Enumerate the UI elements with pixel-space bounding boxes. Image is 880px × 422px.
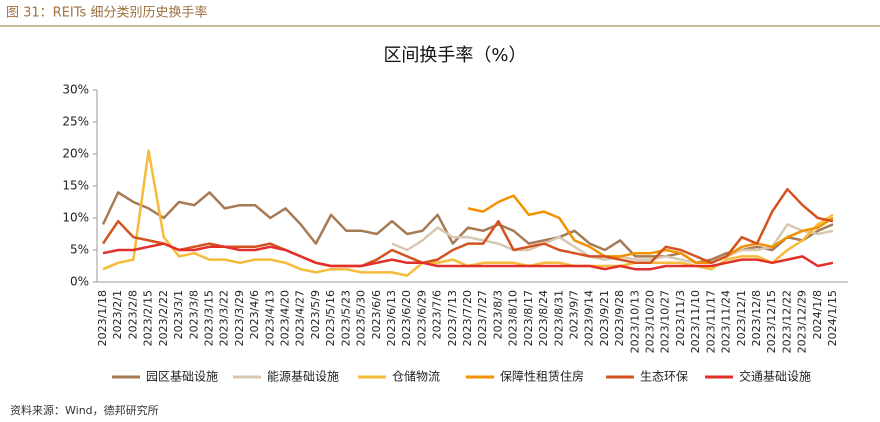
x-tick-label: 2023/3/1 (172, 290, 185, 339)
chart-title: 区间换手率（%） (383, 45, 526, 66)
x-tick-label: 2023/2/1 (111, 290, 124, 339)
x-tick-label: 2023/1/18 (96, 290, 109, 346)
x-tick-label: 2023/6/20 (400, 290, 413, 346)
series-line (101, 191, 834, 265)
figure-header: 图 31：REITs 细分类别历史换手率 (6, 5, 207, 21)
x-tick-label: 2023/5/30 (355, 290, 368, 346)
x-tick-label: 2023/7/27 (476, 290, 489, 346)
x-tick-label: 2023/9/28 (613, 290, 626, 346)
x-tick-label: 2023/10/13 (628, 290, 641, 353)
x-tick-label: 2023/5/23 (339, 290, 352, 346)
x-tick-label: 2023/3/8 (187, 290, 200, 339)
x-tick-label: 2023/2/8 (126, 290, 139, 339)
y-tick-label: 10% (62, 211, 89, 225)
x-tick-label: 2023/7/6 (431, 290, 444, 339)
x-tick-label: 2023/10/27 (659, 290, 672, 353)
x-tick-label: 2023/3/22 (218, 290, 231, 346)
x-tick-label: 2024/1/8 (811, 290, 824, 339)
x-tick-label: 2023/12/8 (750, 290, 763, 346)
series-line (102, 242, 834, 271)
x-tick-label: 2023/5/9 (309, 290, 322, 339)
x-tick-label: 2023/4/13 (263, 290, 276, 346)
x-tick-label: 2023/4/20 (279, 290, 292, 346)
y-tick-label: 0% (70, 275, 89, 289)
x-tick-label: 2024/1/15 (826, 290, 839, 346)
y-tick-label: 15% (62, 179, 89, 193)
x-tick-label: 2023/9/7 (567, 290, 580, 339)
x-tick-label: 2023/8/10 (507, 290, 520, 346)
x-tick-label: 2023/3/15 (202, 290, 215, 346)
x-tick-label: 2023/8/31 (552, 290, 565, 346)
x-tick-label: 2023/2/15 (142, 290, 155, 346)
x-tick-label: 2023/11/17 (704, 290, 717, 353)
x-tick-label: 2023/12/29 (796, 290, 809, 353)
x-tick-label: 2023/8/17 (522, 290, 535, 346)
x-tick-label: 2023/6/6 (370, 290, 383, 339)
y-tick-label: 25% (62, 115, 89, 129)
x-tick-label: 2023/9/21 (598, 290, 611, 346)
legend-label: 仓储物流 (392, 369, 440, 384)
legend-label: 园区基础设施 (146, 370, 218, 384)
x-tick-label: 2023/12/15 (765, 290, 778, 353)
x-tick-label: 2023/7/13 (446, 290, 459, 346)
y-tick-label: 5% (70, 243, 89, 257)
legend-label: 交通基础设施 (739, 369, 811, 384)
x-tick-label: 2023/10/20 (644, 290, 657, 353)
x-tick-label: 2023/11/3 (674, 290, 687, 346)
x-tick-label: 2023/6/13 (385, 290, 398, 346)
x-tick-label: 2023/4/27 (294, 290, 307, 346)
series-line (467, 194, 834, 265)
source-note: 资料来源：Wind，德邦研究所 (10, 403, 159, 417)
legend-label: 保障性租赁住房 (500, 369, 584, 384)
legend-label: 能源基础设施 (267, 370, 339, 384)
x-tick-label: 2023/11/24 (720, 290, 733, 353)
x-tick-label: 2023/8/3 (491, 290, 504, 339)
x-tick-label: 2023/11/10 (689, 290, 702, 353)
x-tick-label: 2023/12/1 (735, 290, 748, 346)
y-tick-label: 20% (62, 147, 89, 161)
x-tick-label: 2023/5/16 (324, 290, 337, 346)
x-tick-label: 2023/3/29 (233, 290, 246, 346)
y-tick-label: 30% (62, 83, 89, 97)
legend-label: 生态环保 (640, 370, 688, 384)
x-tick-label: 2023/4/6 (248, 290, 261, 339)
x-tick-label: 2023/12/22 (780, 290, 793, 353)
x-tick-label: 2023/6/29 (415, 290, 428, 346)
x-tick-label: 2023/7/20 (461, 290, 474, 346)
x-tick-label: 2023/8/24 (537, 290, 550, 346)
x-tick-label: 2023/9/14 (583, 290, 596, 346)
x-tick-label: 2023/2/22 (157, 290, 170, 346)
